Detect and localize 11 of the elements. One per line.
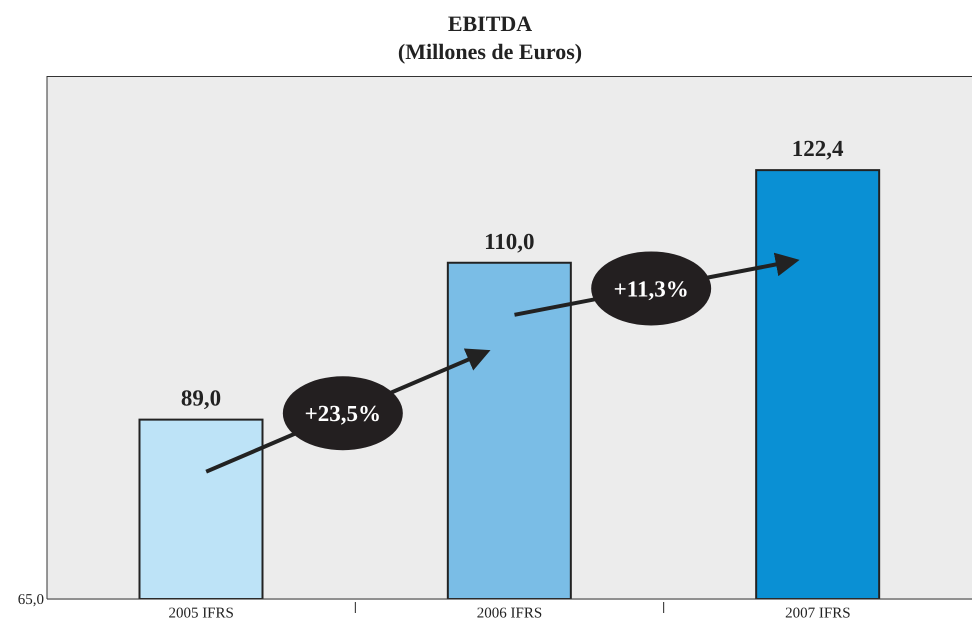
annotation: +23,5% — [304, 401, 382, 426]
x-tick-label: 2005 IFRS — [168, 606, 234, 622]
data-label: 122,4 — [792, 136, 844, 162]
annotation: +11,3% — [614, 276, 689, 302]
text: 65,0 — [18, 592, 44, 608]
chart-subtitle: (Millones de Euros) — [396, 38, 584, 66]
data-label: 110,0 — [484, 228, 535, 254]
x-tick-label: 2006 IFRS — [476, 606, 542, 622]
x-tick-label: 2007 IFRS — [785, 606, 851, 622]
data-label: 89,0 — [180, 386, 222, 411]
chart-title: EBITDA — [446, 10, 534, 38]
